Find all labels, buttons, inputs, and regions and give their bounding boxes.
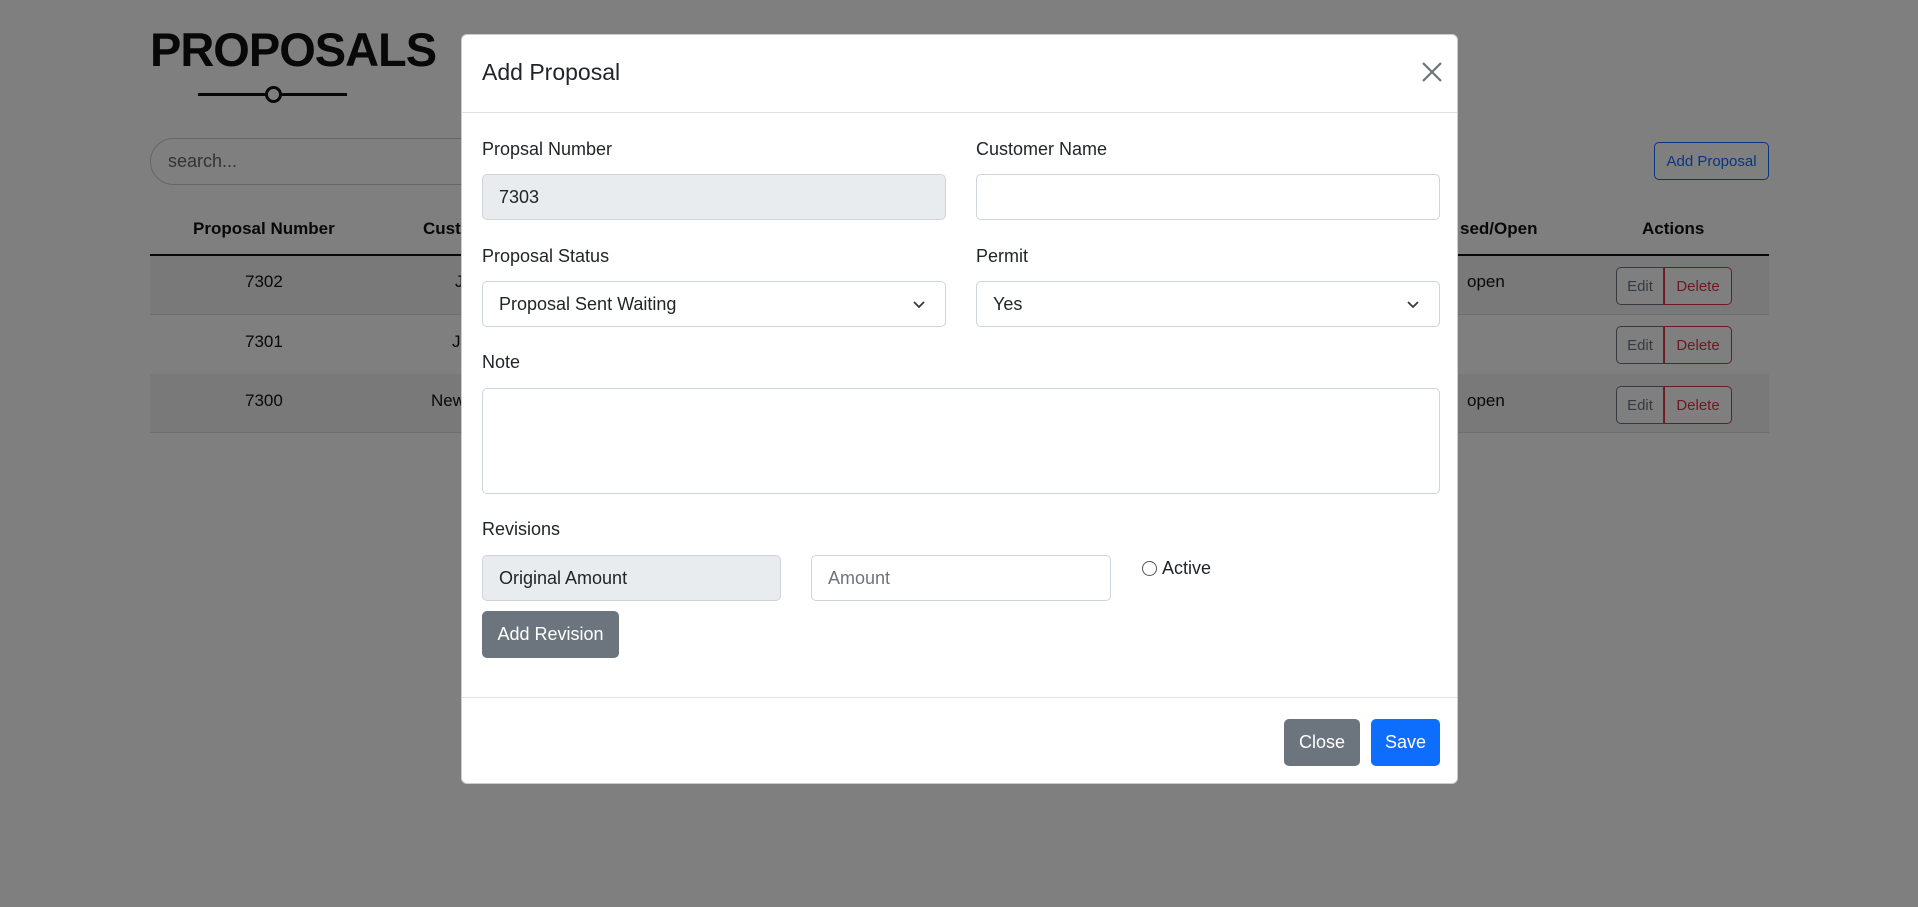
proposal-status-label: Proposal Status: [482, 246, 610, 266]
permit-value: Yes: [993, 293, 1023, 314]
customer-name-field[interactable]: [976, 174, 1440, 220]
original-amount-field[interactable]: Original Amount: [482, 555, 781, 601]
proposal-status-select[interactable]: Proposal Sent Waiting: [482, 281, 946, 327]
chevron-down-icon: [1407, 301, 1419, 309]
permit-select[interactable]: Yes: [976, 281, 1440, 327]
note-label: Note: [482, 352, 521, 372]
modal-title: Add Proposal: [482, 59, 621, 85]
active-label: Active: [1162, 558, 1212, 578]
chevron-down-icon: [913, 301, 925, 309]
close-button[interactable]: Close: [1284, 719, 1360, 766]
modal-header: [462, 35, 1457, 113]
add-proposal-modal: Add Proposal Propsal Number 7303 Custome…: [461, 34, 1458, 784]
save-button[interactable]: Save: [1371, 719, 1440, 766]
note-textarea[interactable]: [482, 388, 1440, 494]
revisions-label: Revisions: [482, 519, 561, 539]
proposal-number-label: Propsal Number: [482, 139, 613, 159]
amount-input[interactable]: Amount: [811, 555, 1111, 601]
proposal-status-value: Proposal Sent Waiting: [499, 293, 677, 314]
active-radio[interactable]: [1142, 561, 1157, 576]
customer-name-label: Customer Name: [976, 139, 1108, 159]
proposal-number-field[interactable]: 7303: [482, 174, 946, 220]
add-revision-button[interactable]: Add Revision: [482, 611, 619, 658]
modal-footer-divider: [462, 697, 1457, 698]
close-x-icon[interactable]: [1417, 57, 1447, 87]
permit-label: Permit: [976, 246, 1029, 266]
